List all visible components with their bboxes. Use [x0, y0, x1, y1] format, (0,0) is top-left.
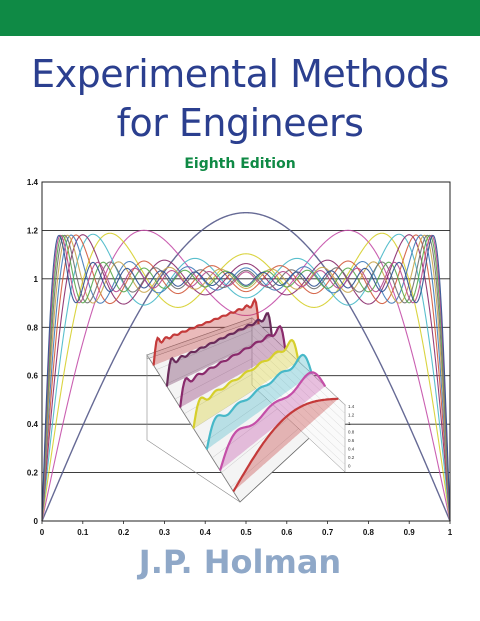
inset-tick-label: 0.2	[348, 455, 355, 460]
y-tick-label: 0.2	[27, 469, 39, 478]
y-tick-label: 1.4	[27, 178, 39, 187]
inset-ribbon-fill	[206, 354, 312, 450]
y-tick-label: 0	[34, 517, 39, 526]
inset-level-line	[251, 334, 346, 423]
series-line	[41, 234, 451, 522]
inset-tick-label: 0.8	[348, 430, 355, 435]
inset-ribbon-line	[179, 324, 287, 408]
chart-series	[41, 211, 451, 522]
book-title-line-1: Experimental Methods	[31, 52, 449, 96]
x-tick-label: 0.3	[159, 528, 171, 537]
inset-ribbon-fill	[193, 340, 299, 429]
x-tick-label: 0.4	[200, 528, 212, 537]
x-tick-label: 0.8	[363, 528, 375, 537]
chart-tick-labels: 0 0.2 0.4 0.6 0.8 1 1.2 1.4 0 0.1 0.2 0.3 0.4 0.5 0.6 0…	[27, 178, 453, 537]
chart-frame	[41, 181, 451, 524]
series-line	[41, 234, 451, 522]
inset-level-line	[251, 368, 346, 457]
x-tick-label: 0.5	[240, 528, 252, 537]
inset-ribbon-line	[192, 338, 300, 429]
y-tick-label: 0.8	[27, 323, 39, 332]
inset-tick-label: 1	[348, 421, 351, 426]
x-tick-label: 1	[448, 528, 453, 537]
inset-gridline	[156, 326, 262, 370]
series-line	[41, 234, 451, 522]
inset-ribbon-line	[205, 353, 313, 450]
inset-tick-label: 0.4	[348, 447, 355, 452]
inset-tick-label: 1.4	[348, 404, 355, 409]
series-line	[41, 234, 451, 522]
series-line	[41, 211, 451, 522]
inset-level-line	[251, 360, 346, 448]
y-tick-label: 1.2	[27, 226, 39, 235]
series-line	[41, 229, 451, 522]
inset-ribbon-fill	[166, 313, 272, 387]
inset-ribbon-fill	[180, 326, 286, 408]
inset-ribbon-line	[152, 297, 260, 366]
y-tick-label: 0.4	[27, 420, 39, 429]
inset-tick-label: 1.2	[348, 413, 355, 418]
cover-chart: 0 0.2 0.4 0.6 0.8 1 1.2 1.4 0 0.1 0.2 0.3 0.4 0.5 0.6 0…	[27, 178, 453, 537]
x-tick-label: 0.2	[118, 528, 130, 537]
series-line	[41, 234, 451, 522]
inset-tick-label: 0.6	[348, 438, 355, 443]
x-tick-label: 0.7	[322, 528, 334, 537]
series-line	[41, 232, 451, 522]
edition-label: Eighth Edition	[184, 156, 296, 172]
inset-ribbon-fill	[220, 372, 326, 471]
inset-3d-chart: 1.4 1.2 1 0.8 0.6 0.4 0.2 0	[146, 297, 355, 503]
inset-ribbon-line	[219, 371, 327, 471]
x-tick-label: 0.9	[404, 528, 416, 537]
y-tick-label: 1	[34, 275, 39, 284]
y-tick-label: 0.6	[27, 372, 39, 381]
author-name: J.P. Holman	[138, 543, 342, 581]
series-line	[41, 234, 451, 522]
x-tick-label: 0.1	[77, 528, 89, 537]
x-tick-label: 0	[40, 528, 45, 537]
inset-ribbon-fill	[153, 299, 259, 366]
plot-frame	[41, 181, 451, 522]
inset-ribbon-line	[232, 397, 339, 493]
inset-level-line	[251, 351, 346, 440]
inset-level-line	[251, 377, 346, 465]
green-header-band	[0, 0, 480, 36]
inset-ribbon-line	[165, 312, 273, 387]
book-title-line-2: for Engineers	[116, 101, 364, 145]
x-tick-label: 0.6	[281, 528, 293, 537]
inset-tick-label: 0	[348, 464, 351, 469]
series-line	[41, 233, 451, 522]
